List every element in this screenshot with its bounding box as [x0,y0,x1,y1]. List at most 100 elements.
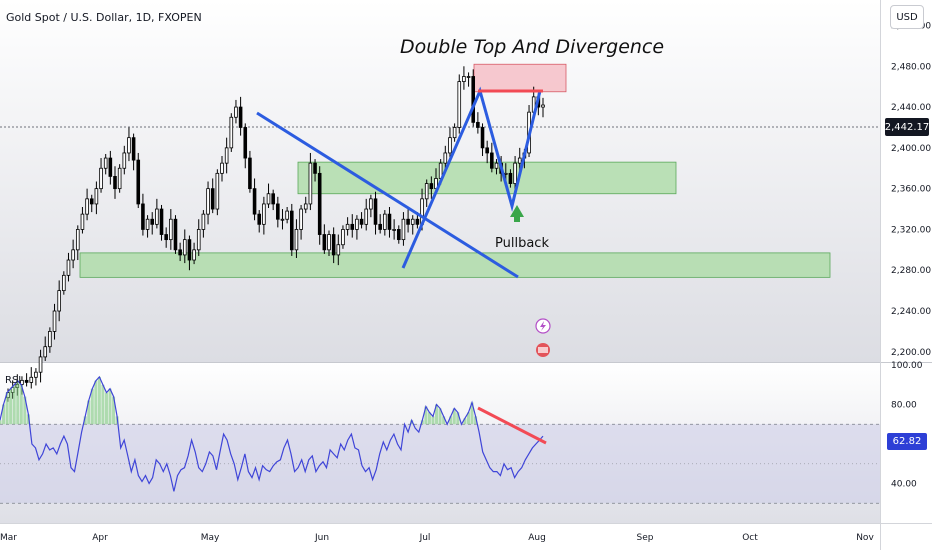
candle-body [480,127,485,149]
currency-button[interactable]: USD [890,5,924,29]
candle [299,204,303,240]
candle-body [196,229,201,251]
candle-body [94,188,99,205]
candle-body [252,188,257,215]
candle-body [396,229,401,241]
candle-body [155,208,159,225]
candle [294,219,299,258]
candle [192,242,196,265]
candle-body [248,157,252,190]
candle-body [29,376,34,383]
chart-headline: Double Top And Divergence [400,36,665,58]
candle [513,156,517,190]
candle [127,127,131,162]
candle [308,152,313,211]
candle [541,97,545,118]
candle-body [378,223,382,230]
candle-body [164,234,168,241]
candle [480,123,485,157]
candle-body [294,229,299,251]
candle [66,252,71,282]
time-axis-tick: May [201,533,220,543]
candle [462,66,466,90]
candle [252,178,257,221]
candle-body [52,310,57,332]
rsi-divergence-line [477,406,547,445]
candle-body [136,159,141,205]
rsi-layer [0,375,880,504]
candle [392,219,396,240]
candle-body [145,218,150,230]
candle-body [350,223,355,230]
candle [75,225,80,261]
candle-body [476,121,480,128]
candle [150,212,155,235]
candle-body [331,234,336,256]
candle [276,196,280,228]
price-axis-tick: 2,480.00 [891,62,931,72]
candle-body [66,259,71,276]
candle-body [341,229,345,246]
candle [220,156,224,182]
candle-body [234,106,238,118]
candle-body [187,239,192,261]
candle-body [443,152,448,164]
pullback-arrow-icon [510,205,524,217]
candle [234,99,238,124]
candle [285,207,289,224]
candle-body [243,127,248,159]
candle-body [322,234,327,251]
candle [62,271,66,295]
symbol-title[interactable]: Gold Spot / U.S. Dollar, 1D, FXOPEN [6,11,202,24]
candle-body [117,167,122,190]
candle-body [271,193,275,205]
candle-body [220,162,224,174]
time-axis-tick: Jul [419,533,431,543]
candle [210,178,215,214]
candle-body [182,239,187,256]
candle-body [457,81,462,128]
candle-body [150,218,155,225]
candle-body [485,147,489,154]
candle-body [229,116,234,149]
candle-body [206,188,210,215]
candle-body [289,210,294,251]
candle-body [448,137,452,154]
candle-body [141,203,145,230]
candle-body [508,172,513,184]
candle-body [503,172,508,175]
price-axis-tick: 2,400.00 [891,144,931,154]
candle [52,303,57,340]
candle [359,212,364,229]
candle-body [210,188,215,210]
candle-body [517,157,522,164]
rsi-axis-tick: 100.00 [891,361,923,371]
rsi-line [0,375,544,492]
candle [350,214,355,238]
rsi-title[interactable]: RSI [5,375,22,386]
candle [508,169,513,188]
candle-body [20,379,24,385]
zone-support [297,161,677,195]
candle [383,210,387,236]
candle [43,336,48,361]
axes-layer: 2,520.002,480.002,440.002,400.002,360.00… [0,21,931,543]
candle [452,123,457,142]
candle [490,142,494,173]
candle-body [401,218,406,241]
candle-body [392,229,396,231]
candle-body [62,274,66,292]
candle-body [192,249,196,261]
candle-body [424,183,429,200]
candle-body [355,218,359,230]
candle-body [471,76,476,123]
candle [494,159,499,175]
candle [457,74,462,134]
candle [196,219,201,256]
candle-body [285,210,289,220]
candle [396,225,401,244]
current-price-tag: 2,442.17 [885,118,929,136]
flag-icon [538,347,548,353]
candle-body [238,106,243,128]
